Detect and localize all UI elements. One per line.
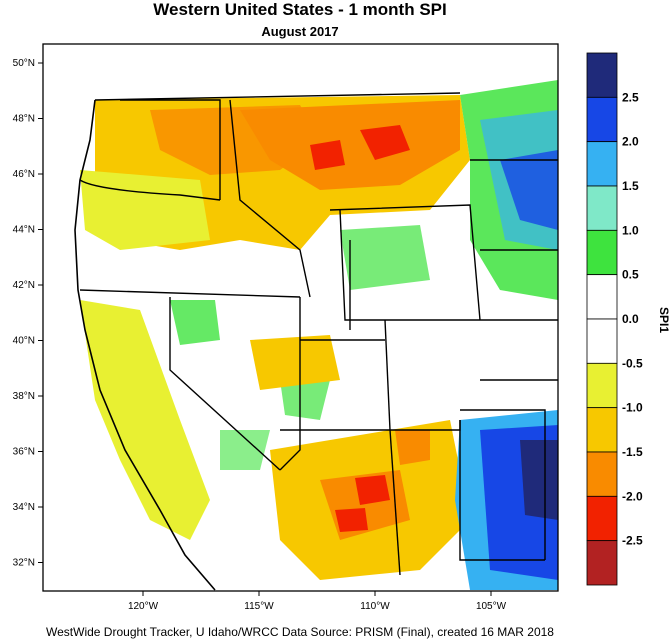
colorbar-title: SPI1 — [657, 307, 670, 333]
lat-label: 34°N — [13, 502, 35, 513]
lat-label: 40°N — [13, 336, 35, 347]
colorbar-swatch — [586, 141, 618, 187]
lon-label: 105°W — [476, 601, 507, 612]
colorbar-swatch — [586, 318, 618, 364]
lat-label: 42°N — [13, 280, 35, 291]
lat-label: 38°N — [13, 391, 35, 402]
colorbar-label: 1.5 — [622, 179, 639, 193]
colorbar-swatch — [586, 96, 618, 143]
colorbar-label: -2.0 — [622, 489, 643, 503]
lat-label: 48°N — [13, 114, 35, 125]
lat-label: 36°N — [13, 447, 35, 458]
lat-label: 50°N — [13, 58, 35, 69]
colorbar-swatch — [586, 407, 618, 453]
colorbar-label: -2.5 — [622, 534, 643, 548]
state-boundaries — [79, 92, 558, 576]
colorbar: 2.5 2.0 1.5 1.0 0.5 0.0 -0.5 -1.0 -1.5 -2.0 -2.5 — [586, 52, 643, 586]
colorbar-swatch — [586, 52, 618, 98]
colorbar-label: 0.0 — [622, 312, 639, 326]
colorbar-swatch — [586, 451, 618, 497]
lat-label: 44°N — [13, 225, 35, 236]
colorbar-label: -1.5 — [622, 445, 643, 459]
coastline — [74, 99, 216, 591]
credit-line: WestWide Drought Tracker, U Idaho/WRCC D… — [46, 625, 554, 639]
colorbar-label: 1.0 — [622, 223, 639, 237]
colorbar-swatch — [586, 362, 618, 409]
colorbar-label: 2.5 — [622, 90, 639, 104]
map-frame — [42, 43, 559, 592]
lat-label: 32°N — [13, 558, 35, 569]
colorbar-label: -0.5 — [622, 356, 643, 370]
colorbar-label: 2.0 — [622, 135, 639, 149]
map-title: Western United States - 1 month SPI — [153, 0, 447, 19]
colorbar-swatch — [586, 229, 618, 276]
colorbar-label: 0.5 — [622, 268, 639, 282]
longitude-labels: 120°W 115°W 110°W 105°W — [128, 591, 507, 612]
lon-label: 110°W — [360, 601, 390, 612]
lon-label: 115°W — [244, 601, 274, 612]
colorbar-swatch — [586, 540, 618, 586]
canada-mask — [43, 44, 558, 100]
latitude-labels: 50°N 48°N 46°N 44°N 42°N 40°N 38°N 36°N 34°N 32°N — [13, 58, 43, 569]
colorbar-swatch — [586, 274, 618, 320]
colorbar-label: -1.0 — [622, 401, 643, 415]
colorbar-swatch — [586, 185, 618, 231]
spi-shading — [80, 80, 558, 590]
map-subtitle: August 2017 — [261, 24, 339, 39]
lat-label: 46°N — [13, 169, 35, 180]
colorbar-swatch — [586, 495, 618, 542]
lon-label: 120°W — [128, 601, 159, 612]
